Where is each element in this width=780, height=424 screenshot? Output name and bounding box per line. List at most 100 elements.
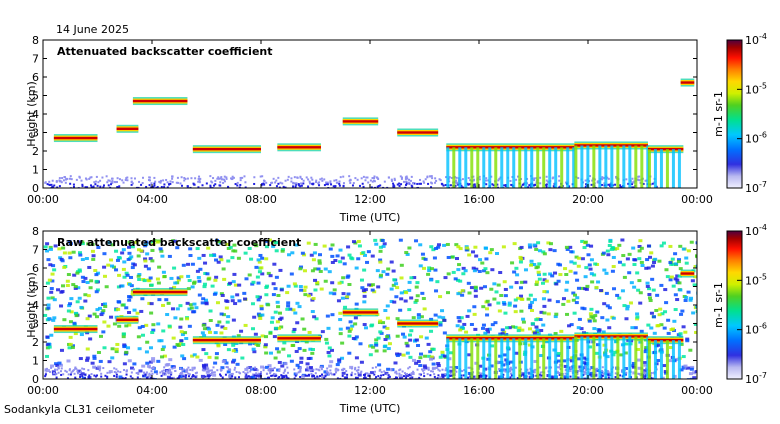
ground-noise-cell [231,175,234,178]
ground-noise-cell [462,186,465,188]
backscatter-cell [637,257,642,261]
backscatter-cell [221,267,226,271]
backscatter-cell [677,281,682,285]
backscatter-cell [691,311,696,315]
backscatter-cell [197,293,202,297]
ground-noise-cell [472,183,475,186]
backscatter-cell [656,324,661,328]
backscatter-cell [202,364,207,368]
backscatter-cell [326,350,331,354]
ground-noise-cell [272,177,275,180]
precipitation-streak [628,145,632,188]
ground-noise-cell [594,372,597,375]
backscatter-cell [414,361,419,365]
ground-noise-cell [162,369,165,372]
backscatter-cell [348,320,353,324]
backscatter-cell [253,368,258,372]
ground-noise-cell [278,368,281,371]
backscatter-cell [420,252,425,256]
backscatter-cell [399,263,404,267]
colorbar-tick-label: 10-4 [745,223,767,238]
precipitation-streak [470,147,474,188]
ground-noise-cell [584,179,587,182]
ground-noise-cell [299,368,302,371]
backscatter-cell [490,344,495,348]
backscatter-cell [401,353,406,357]
ground-noise-cell [419,178,422,181]
backscatter-cell [129,255,134,259]
backscatter-cell [330,260,335,264]
ground-noise-cell [509,179,512,182]
backscatter-cell [171,336,176,340]
ground-noise-cell [449,366,452,369]
ground-noise-cell [88,374,91,377]
ground-noise-cell [324,375,327,378]
backscatter-cell [607,243,612,247]
backscatter-cell [659,283,664,287]
ground-noise-cell [87,369,90,372]
backscatter-cell [627,252,632,256]
ground-noise-cell [283,370,286,373]
backscatter-cell [130,245,135,249]
ground-noise-cell [450,374,453,377]
backscatter-cell [485,313,490,317]
ground-noise-cell [395,376,398,379]
backscatter-cell [621,254,626,258]
backscatter-cell [272,240,277,244]
cloud-layer-peak [116,318,139,321]
backscatter-cell [555,300,560,304]
ground-noise-cell [235,370,238,373]
backscatter-cell [194,306,199,310]
ground-noise-cell [528,184,531,187]
ground-noise-cell [198,180,201,183]
ground-noise-cell [44,369,47,372]
ground-noise-cell [364,373,367,376]
ground-noise-cell [362,175,365,178]
backscatter-cell [553,271,558,275]
backscatter-cell [101,330,106,334]
backscatter-cell [429,267,434,271]
backscatter-cell [106,263,111,267]
ground-noise-cell [250,367,253,370]
backscatter-cell [247,273,252,277]
backscatter-cell [102,252,107,256]
backscatter-cell [493,321,498,325]
ground-noise-cell [404,372,407,375]
backscatter-cell [52,316,57,320]
ground-noise-cell [457,183,460,186]
ground-noise-cell [81,185,84,188]
backscatter-cell [587,319,592,323]
ground-noise-cell [245,377,248,379]
backscatter-cell [376,336,381,340]
backscatter-cell [136,254,141,258]
ground-noise-cell [363,377,366,379]
ground-noise-cell [223,178,226,181]
ground-noise-cell [371,180,374,183]
ground-noise-cell [282,371,285,374]
backscatter-cell [308,347,313,351]
ground-noise-cell [153,184,156,187]
backscatter-cell [150,248,155,252]
ground-noise-cell [405,182,408,185]
backscatter-cell [354,302,359,306]
backscatter-cell [382,345,387,349]
ground-noise-cell [607,373,610,376]
ground-noise-cell [435,179,438,182]
backscatter-cell [225,320,230,324]
ground-noise-cell [216,177,219,180]
ground-noise-cell [520,371,523,374]
backscatter-cell [212,254,217,258]
ground-noise-cell [280,374,283,377]
ground-noise-cell [365,176,368,179]
backscatter-cell [389,299,394,303]
backscatter-cell [544,290,549,294]
backscatter-cell [534,318,539,322]
ground-noise-cell [46,183,49,186]
backscatter-cell [678,267,683,271]
backscatter-cell [680,309,685,313]
ground-noise-cell [253,176,256,179]
backscatter-cell [244,277,249,281]
ground-noise-cell [348,175,351,178]
backscatter-cell [334,368,339,372]
cloud-layer-marks [53,78,695,188]
